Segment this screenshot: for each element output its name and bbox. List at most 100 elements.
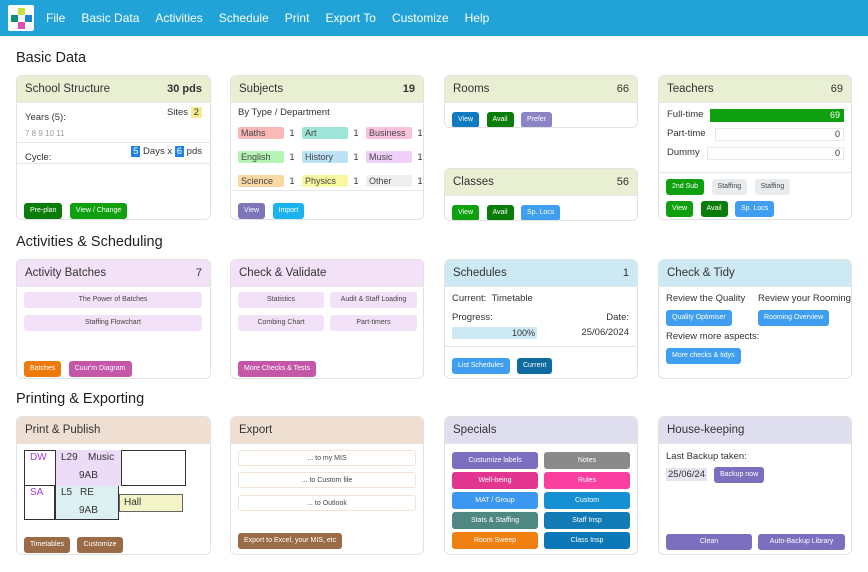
teacher-count: 69 — [830, 83, 843, 95]
days-label: Days x — [143, 146, 173, 157]
subject-tag-physics[interactable]: Physics — [302, 175, 348, 187]
auto-backup-library-button[interactable]: Auto-Backup Library — [758, 534, 845, 550]
menu-basic-data[interactable]: Basic Data — [81, 11, 140, 25]
check-validate-card: Check & Validate Statistics Audit & Staf… — [230, 259, 424, 379]
rooms-card: Rooms 66 View Avail Prefer — [444, 75, 638, 128]
subject-tag-history[interactable]: History — [302, 151, 348, 163]
power-of-batches-link[interactable]: The Power of Batches — [24, 292, 202, 308]
current-schedule: Timetable — [491, 293, 533, 304]
rooms-avail-button[interactable]: Avail — [486, 112, 514, 127]
card-title: Print & Publish — [25, 424, 101, 436]
progress-label: Progress: — [452, 312, 493, 323]
custom-button[interactable]: Custom — [544, 492, 630, 509]
menu-print[interactable]: Print — [284, 11, 310, 25]
subject-tag-english[interactable]: English — [238, 151, 284, 163]
batches-button[interactable]: Batches — [24, 361, 62, 377]
pre-plan-button[interactable]: Pre-plan — [24, 203, 63, 219]
subject-tag-music[interactable]: Music — [366, 151, 412, 163]
section-printing: Printing & Exporting — [16, 391, 145, 407]
menu-file[interactable]: File — [46, 11, 66, 25]
periods-value: 6 — [174, 146, 185, 157]
staffing-flowchart-link[interactable]: Staffing Flowchart — [24, 315, 202, 331]
statistics-link[interactable]: Statistics — [238, 292, 324, 308]
rooms-prefer-button[interactable]: Prefer — [521, 112, 553, 127]
timetable-preview: DW L29 Music 9AB SA L5 RE 9AB Hall — [24, 450, 186, 520]
notes-button[interactable]: Notes — [544, 452, 630, 469]
current-schedule-button[interactable]: Current — [516, 358, 553, 374]
subject-tag-art[interactable]: Art — [302, 127, 348, 139]
export-to-custom-file-link[interactable]: ... to Custom file — [238, 472, 416, 488]
staffing-button-2[interactable]: Staffing — [754, 179, 791, 195]
combing-chart-link[interactable]: Combing Chart — [238, 315, 324, 331]
classes-avail-button[interactable]: Avail — [486, 205, 514, 220]
housekeeping-card: House-keeping Last Backup taken: 25/06/2… — [658, 416, 852, 555]
schedules-card: Schedules 1 Current: Timetable Progress: … — [444, 259, 638, 379]
stats-staffing-button[interactable]: Stats & Staffing — [452, 512, 538, 529]
subject-count: 1 — [289, 128, 295, 138]
rooming-overview-button[interactable]: Rooming Overview — [758, 310, 830, 326]
rules-button[interactable]: Rules — [544, 472, 630, 489]
menu-export-to[interactable]: Export To — [325, 11, 376, 25]
customize-labels-button[interactable]: Custumize labels — [452, 452, 538, 469]
backup-date: 25/06/24 — [666, 468, 707, 481]
subject-tag-maths[interactable]: Maths — [238, 127, 284, 139]
subject-count: 1 — [417, 152, 423, 162]
part-time-label: Part-time — [667, 128, 706, 139]
more-checks-tidys-button[interactable]: More checks & tidys — [666, 348, 741, 364]
part-timers-link[interactable]: Part-timers — [330, 315, 417, 331]
mat-group-button[interactable]: MAT / Group — [452, 492, 538, 509]
dummy-label: Dummy — [667, 147, 700, 158]
school-structure-card: School Structure 30 pds Years (5): Sites … — [16, 75, 211, 220]
timetables-button[interactable]: Timetables — [24, 537, 70, 553]
export-excel-button[interactable]: Export to Excel, your MIS, etc — [238, 533, 343, 549]
menu-customize[interactable]: Customize — [391, 11, 449, 25]
pds-label: pds — [186, 146, 202, 157]
class-count: 56 — [616, 176, 629, 188]
teachers-avail-button[interactable]: Avail — [700, 201, 728, 217]
hall-cell: Hall — [119, 494, 183, 512]
subject-count: 19 — [402, 83, 415, 95]
more-aspects-label: Review more aspects: — [666, 331, 760, 342]
teachers-view-button[interactable]: View — [666, 201, 694, 217]
clean-button[interactable]: Clean — [666, 534, 752, 550]
subjects-view-button[interactable]: View — [238, 203, 266, 219]
menu-activities[interactable]: Activities — [155, 11, 203, 25]
teachers-sp-locs-button[interactable]: Sp. Locs — [735, 201, 775, 217]
staff-insp-button[interactable]: Staff Insp — [544, 512, 630, 529]
staffing-button-1[interactable]: Staffing — [711, 179, 748, 195]
days-value: 5 — [131, 146, 141, 157]
second-sub-button[interactable]: 2nd Sub — [666, 179, 705, 195]
curriculum-diagram-button[interactable]: Cuur'm Diagram — [68, 361, 132, 377]
subjects-card: Subjects 19 By Type / Department Maths 1 A… — [230, 75, 424, 220]
backup-now-button[interactable]: Backup now — [714, 467, 765, 483]
classes-view-button[interactable]: View — [452, 205, 480, 220]
dummy-bar: 0 — [707, 147, 844, 160]
print-publish-card: Print & Publish DW L29 Music 9AB SA L5 R… — [16, 416, 211, 555]
subjects-import-button[interactable]: Import — [272, 203, 305, 219]
subject-tag-other[interactable]: Other — [366, 175, 412, 187]
menu-schedule[interactable]: Schedule — [218, 11, 269, 25]
more-checks-button[interactable]: More Checks & Tests — [238, 361, 317, 377]
menu-help[interactable]: Help — [464, 11, 490, 25]
rooms-view-button[interactable]: View — [452, 112, 480, 127]
classes-card: Classes 56 View Avail Sp. Locs — [444, 168, 638, 221]
current-label: Current: — [452, 293, 487, 304]
section-activities: Activities & Scheduling — [16, 234, 163, 250]
subject-tag-science[interactable]: Science — [238, 175, 284, 187]
audit-staff-loading-link[interactable]: Audit & Staff Loading — [330, 292, 417, 308]
list-schedules-button[interactable]: List Schedules — [452, 358, 510, 374]
years-label: Years (5): — [25, 112, 66, 123]
subject-tag-business[interactable]: Business — [366, 127, 412, 139]
quality-optimiser-button[interactable]: Quality Optimiser — [666, 310, 732, 326]
well-being-button[interactable]: Well-being — [452, 472, 538, 489]
print-customize-button[interactable]: Customize — [77, 537, 123, 553]
rooming-label: Review your Rooming — [758, 293, 851, 304]
class-insp-button[interactable]: Class Insp — [544, 532, 630, 549]
view-change-button[interactable]: View / Change — [69, 203, 128, 219]
export-to-mis-link[interactable]: ... to my MIS — [238, 450, 416, 466]
subject-count: 1 — [289, 152, 295, 162]
export-to-outlook-link[interactable]: ... to Outlook — [238, 495, 416, 511]
activity-batches-card: Activity Batches 7 The Power of Batches S… — [16, 259, 211, 379]
room-sweep-button[interactable]: Room Sweep — [452, 532, 538, 549]
classes-sp-locs-button[interactable]: Sp. Locs — [521, 205, 561, 220]
